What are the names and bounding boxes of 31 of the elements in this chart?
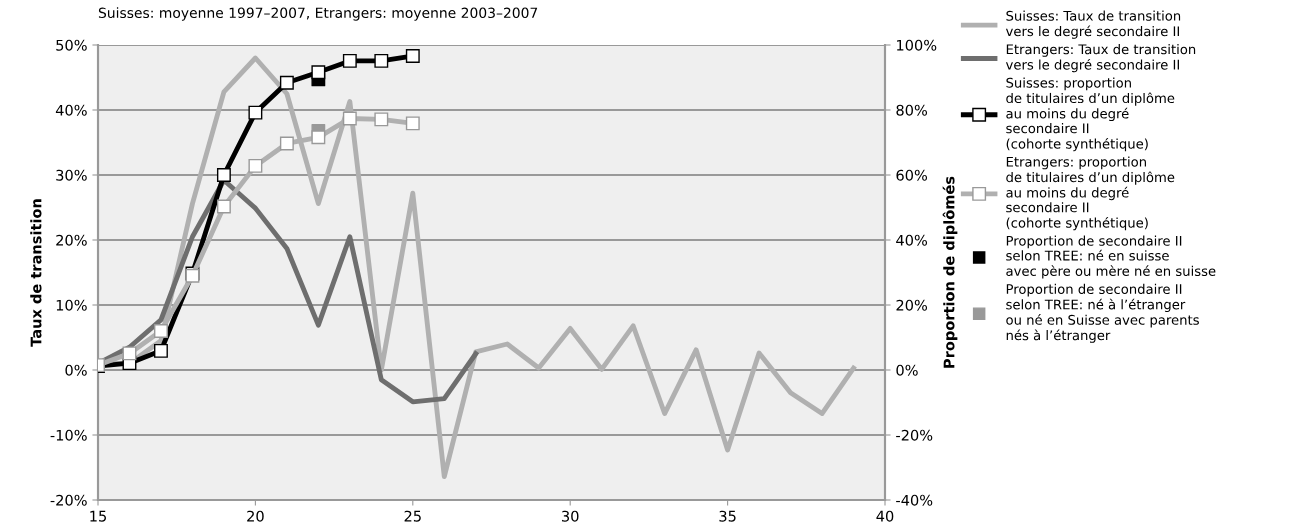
y2-axis-title: Proportion de diplômés	[942, 176, 958, 368]
x-tick-label: 30	[562, 510, 579, 522]
y2-tick-label: 60%	[896, 169, 928, 181]
y-tick-label: 30%	[56, 169, 87, 181]
y-tick-label: -10%	[50, 429, 87, 441]
x-tick-label: 20	[247, 510, 264, 522]
legend-label: Suisses: proportion de titulaires d’un diplôme au moins du degré secondaire II (cohorte synthétique)	[1006, 77, 1175, 152]
legend-label: Etrangers: Taux de transition vers le degré secondaire II	[1005, 44, 1196, 73]
y2-tick-label: 100%	[897, 39, 937, 51]
legend-label: Proportion de secondaire II selon TREE: né à l’étranger ou né en Suisse avec parents nés à l’étranger	[1006, 283, 1199, 343]
y-tick-label: 50%	[56, 39, 87, 51]
legend-label: Proportion de secondaire II selon TREE: né en suisse avec père ou mère né en suisse	[1006, 235, 1216, 279]
y-tick-label: -20%	[50, 494, 87, 506]
legend-label: Suisses: Taux de transition vers le degré secondaire II	[1005, 10, 1181, 39]
x-tick-label: 15	[90, 510, 106, 522]
y2-tick-label: 40%	[896, 234, 928, 246]
y-axis-title: Taux de transition	[30, 199, 42, 347]
y2-tick-label: 80%	[896, 104, 928, 116]
y-tick-label: 10%	[56, 299, 87, 311]
x-tick-label: 40	[876, 510, 894, 522]
y-tick-label: 20%	[56, 234, 87, 246]
y-tick-label: 40%	[55, 104, 87, 116]
x-tick-label: 25	[404, 510, 421, 522]
y2-tick-label: -40%	[896, 494, 933, 506]
y2-tick-label: 0%	[896, 364, 918, 376]
legend-label: Etrangers: proportion de titulaires d’un diplôme au moins du degré secondaire II (cohorte synthétique)	[1006, 156, 1175, 231]
y2-tick-label: -20%	[896, 429, 933, 441]
y-tick-label: 0%	[65, 364, 87, 376]
y2-tick-label: 20%	[896, 299, 928, 311]
chart-subtitle: Suisses: moyenne 1997–2007, Etrangers: moyenne 2003–2007	[98, 7, 538, 21]
x-tick-label: 35	[719, 510, 736, 522]
